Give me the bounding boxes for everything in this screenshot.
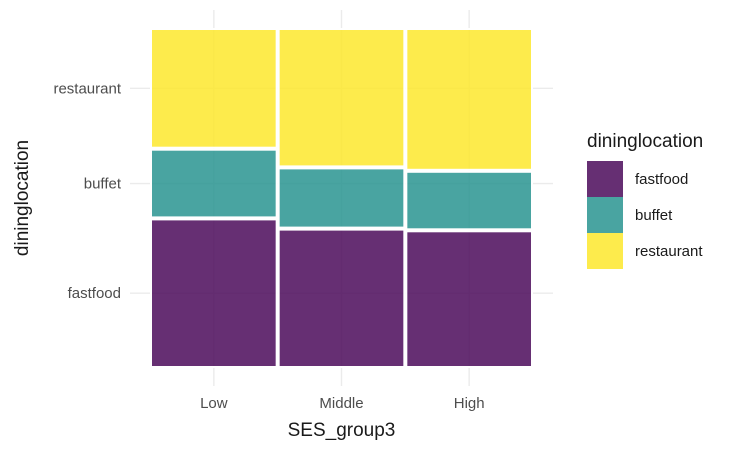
legend-key-fastfood bbox=[587, 161, 623, 197]
y-axis-title: dininglocation bbox=[12, 140, 33, 256]
x-tick-label: Low bbox=[200, 395, 228, 412]
y-axis-ticks: fastfood buffet restaurant bbox=[53, 80, 121, 302]
x-axis-ticks: Low Middle High bbox=[200, 395, 485, 412]
x-tick-label: High bbox=[454, 395, 485, 412]
mosaic-tile-fastfood-high bbox=[405, 230, 534, 368]
x-tick-label: Middle bbox=[319, 395, 363, 412]
mosaic-tile-restaurant-low bbox=[150, 28, 278, 149]
mosaic-tile-restaurant-high bbox=[405, 28, 534, 171]
legend-title: dininglocation bbox=[587, 131, 703, 152]
mosaic-tile-buffet-low bbox=[150, 148, 278, 219]
mosaic-tile-fastfood-low bbox=[150, 218, 278, 368]
y-tick-label: fastfood bbox=[68, 285, 121, 302]
y-tick-label: buffet bbox=[84, 176, 122, 193]
mosaic-tiles bbox=[150, 28, 534, 368]
mosaic-tile-buffet-middle bbox=[277, 167, 406, 229]
legend-label: fastfood bbox=[635, 171, 688, 188]
legend-key-restaurant bbox=[587, 233, 623, 269]
mosaic-tile-restaurant-middle bbox=[277, 28, 406, 168]
x-axis-title: SES_group3 bbox=[288, 420, 396, 441]
legend: dininglocation fastfood buffet restaurant bbox=[587, 131, 703, 269]
legend-label: buffet bbox=[635, 207, 673, 224]
y-tick-label: restaurant bbox=[53, 80, 121, 97]
mosaic-tile-buffet-high bbox=[405, 170, 534, 231]
legend-label: restaurant bbox=[635, 243, 703, 260]
legend-key-buffet bbox=[587, 197, 623, 233]
mosaic-tile-fastfood-middle bbox=[277, 228, 406, 368]
